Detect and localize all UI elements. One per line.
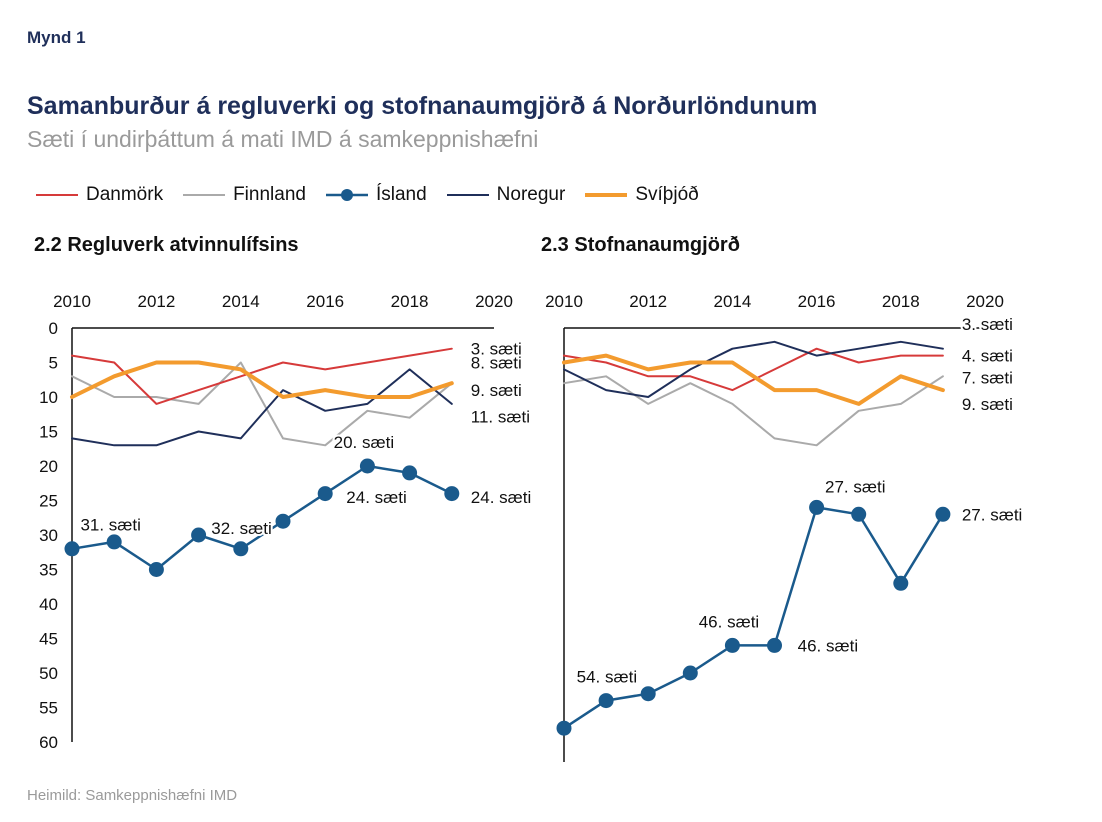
data-point-island — [724, 637, 740, 653]
data-point-island — [317, 486, 333, 502]
annotation-label: 46. sæti — [798, 636, 858, 655]
y-tick-label: 20 — [39, 457, 58, 476]
x-tick-label: 2020 — [475, 292, 513, 311]
annotation-label: 8. sæti — [471, 354, 522, 373]
annotation-label: 3. sæti — [962, 315, 1013, 334]
y-tick-label: 30 — [39, 526, 58, 545]
data-point-island — [682, 665, 698, 681]
y-tick-label: 10 — [39, 388, 58, 407]
legend-swatch-finnland — [183, 194, 226, 196]
series-line-danmork — [563, 347, 944, 392]
annotation-label: 24. sæti — [471, 488, 531, 507]
chart-title: Samanburður á regluverki og stofnanaumgj… — [27, 92, 818, 120]
series-line-svijo — [70, 360, 454, 399]
data-point-island — [851, 506, 867, 522]
x-tick-label: 2010 — [53, 292, 91, 311]
y-tick-label: 0 — [49, 319, 58, 338]
annotation-label: 24. sæti — [346, 488, 406, 507]
annotation-label: 4. sæti — [962, 347, 1013, 366]
legend-item-finnland: Finnland — [183, 184, 306, 206]
legend-swatch-island — [325, 189, 368, 201]
annotation-label: 27. sæti — [962, 505, 1022, 524]
legend-label-finnland: Finnland — [233, 184, 306, 205]
x-tick-label: 2014 — [713, 292, 751, 311]
x-tick-label: 2016 — [798, 292, 836, 311]
annotation-label: 54. sæti — [577, 667, 637, 686]
chart-subtitle: Sæti í undirþáttum á mati IMD á samkeppn… — [27, 126, 539, 152]
legend-label-danmork: Danmörk — [86, 184, 164, 205]
series-line-noregur — [71, 368, 453, 447]
y-tick-label: 15 — [39, 423, 58, 442]
data-point-island — [191, 527, 207, 543]
legend-label-svithjod: Svíþjóð — [635, 184, 699, 205]
legend-item-danmork: Danmörk — [36, 184, 163, 206]
y-tick-label: 55 — [39, 699, 58, 718]
data-point-island — [233, 541, 249, 557]
data-point-island — [598, 693, 614, 709]
data-point-island — [444, 486, 460, 502]
data-point-island — [893, 575, 909, 591]
data-point-island — [809, 499, 825, 515]
y-tick-label: 5 — [49, 354, 58, 373]
legend-label-island: Ísland — [375, 184, 427, 205]
series-line-island — [70, 464, 454, 571]
x-tick-label: 2020 — [966, 292, 1004, 311]
panel-title-regluverk: 2.2 Regluverk atvinnulífsins — [34, 234, 299, 256]
y-tick-label: 35 — [39, 561, 58, 580]
chart-panel-left: 2010 2012 2014 2016 2018 2020 0 5 10 15 20 25 30 35 40… — [39, 292, 533, 752]
series-line-island — [562, 506, 945, 730]
data-point-island — [640, 686, 656, 702]
source-note: Heimild: Samkeppnishæfni IMD — [27, 787, 238, 804]
y-tick-label: 60 — [39, 733, 58, 752]
legend: Danmörk Finnland Ísland Noregur Svíþjóð — [36, 184, 719, 206]
y-tick-label: 25 — [39, 492, 58, 511]
x-tick-label: 2012 — [137, 292, 175, 311]
annotation-label: 20. sæti — [334, 433, 394, 452]
data-point-island — [935, 506, 951, 522]
x-tick-label: 2012 — [629, 292, 667, 311]
annotation-label: 3. sæti — [471, 340, 522, 359]
legend-swatch-noregur — [446, 194, 489, 196]
annotation-label: 32. sæti — [211, 519, 271, 538]
x-tick-label: 2014 — [222, 292, 260, 311]
annotation-label: 11. sæti — [471, 407, 530, 426]
data-point-island — [275, 513, 291, 529]
legend-item-island: Ísland — [325, 184, 427, 206]
y-tick-label: 40 — [39, 595, 58, 614]
annotation-label: 31. sæti — [80, 516, 140, 535]
legend-item-noregur: Noregur — [446, 184, 566, 206]
y-tick-label: 50 — [39, 664, 58, 683]
data-point-island — [359, 458, 375, 474]
data-point-island — [767, 637, 782, 653]
x-tick-label: 2018 — [391, 292, 429, 311]
annotation-label: 9. sæti — [962, 395, 1013, 414]
series-line-svijo — [562, 353, 945, 406]
legend-swatch-svithjod — [585, 193, 628, 197]
data-point-island — [106, 534, 122, 550]
annotation-label: 7. sæti — [962, 369, 1013, 388]
x-tick-label: 2010 — [545, 292, 583, 311]
data-point-island — [556, 720, 572, 736]
annotation-label: 27. sæti — [825, 478, 885, 497]
series-line-danmork — [71, 347, 453, 405]
data-point-island — [148, 562, 164, 577]
chart-panel-right: 2010 2012 2014 2016 2018 2020 3. sæti 4. sæti 7.… — [545, 292, 1024, 762]
x-tick-label: 2018 — [882, 292, 920, 311]
annotation-label: 46. sæti — [699, 612, 759, 631]
data-point-island — [402, 465, 418, 481]
series-line-noregur — [563, 340, 944, 398]
figure-label: Mynd 1 — [27, 28, 86, 47]
y-tick-label: 45 — [39, 630, 58, 649]
data-point-island — [64, 541, 80, 557]
series-line-finnland — [71, 361, 453, 447]
legend-item-svithjod: Svíþjóð — [585, 184, 699, 206]
series-line-finnland — [563, 375, 944, 447]
x-tick-label: 2016 — [306, 292, 344, 311]
annotation-label: 9. sæti — [471, 381, 522, 400]
legend-swatch-danmork — [36, 194, 78, 196]
panel-title-stofnanaumgjord: 2.3 Stofnanaumgjörð — [541, 234, 740, 256]
legend-label-noregur: Noregur — [496, 184, 566, 205]
